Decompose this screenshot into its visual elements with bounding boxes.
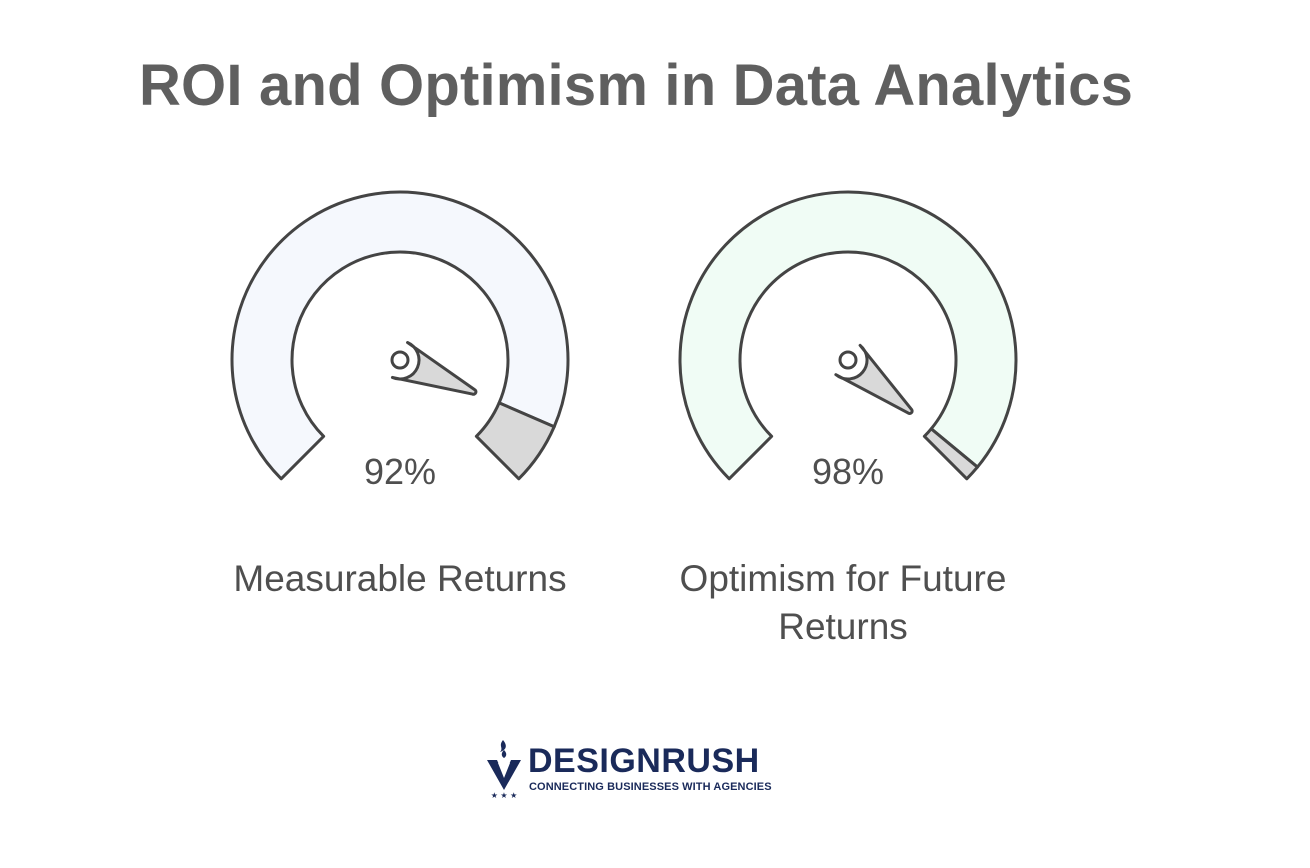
gauge-remainder-arc [922,427,979,481]
gauge-remainder-arc [474,401,556,481]
gauge-value-arc [230,190,570,481]
gauge-needle [834,343,914,415]
gauge-needle [390,341,478,396]
designrush-logo: ★ ★ ★ DESIGNRUSH CONNECTING BUSINESSES W… [484,738,774,802]
gauge-needle-pivot [838,350,858,370]
gauge-measurable-returns: 92% [230,190,570,492]
gauge-label-measurable-returns: Measurable Returns [233,558,567,599]
gauge-needle-pivot [390,350,410,370]
gauge-label-optimism-future-returns: Optimism for Future Returns [679,558,1007,647]
logo-name: DESIGNRUSH [528,742,760,780]
gauge-value-label: 98% [812,451,884,492]
logo-tagline: CONNECTING BUSINESSES WITH AGENCIES [529,781,772,793]
gauge-optimism-for-future-returns: 98% [678,190,1018,492]
gauge-value-label: 92% [364,451,436,492]
svg-text:★ ★ ★: ★ ★ ★ [491,791,518,800]
gauge-value-arc [678,190,1018,481]
chart-title: ROI and Optimism in Data Analytics [138,53,1134,118]
designrush-logo-icon: ★ ★ ★ [487,740,521,800]
